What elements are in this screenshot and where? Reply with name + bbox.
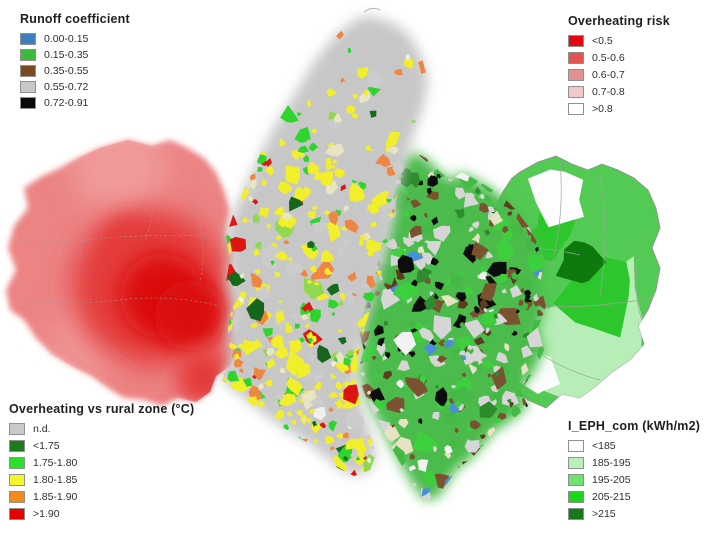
legend-item-label: <185: [592, 440, 616, 452]
map-edge-mark: [363, 7, 381, 13]
legend-eph-com: I_EPH_com (kWh/m2) <185 185-195 195-205 205…: [568, 419, 700, 525]
legend-swatch: [9, 457, 25, 469]
legend-swatch: [9, 423, 25, 435]
legend-item: 195-205: [568, 474, 700, 486]
legend-item-label: 0.15-0.35: [44, 49, 89, 61]
legend-item: 1.80-1.85: [9, 474, 194, 486]
legend-swatch: [9, 440, 25, 452]
legend-title-eph-com: I_EPH_com (kWh/m2): [568, 419, 701, 433]
legend-item-label: 0.00-0.15: [44, 33, 89, 45]
legend-item-label: >1.90: [33, 508, 60, 520]
legend-item: >215: [568, 508, 700, 520]
legend-title-overheating-risk: Overheating risk: [568, 14, 670, 28]
legend-item-label: 205-215: [592, 491, 631, 503]
legend-item-label: 0.5-0.6: [592, 52, 625, 64]
legend-item-label: 0.7-0.8: [592, 86, 625, 98]
legend-item-label: 0.6-0.7: [592, 69, 625, 81]
legend-swatch: [568, 69, 584, 81]
legend-item-label: <1.75: [33, 440, 60, 452]
legend-item: n.d.: [9, 423, 194, 435]
legend-swatch: [20, 81, 36, 93]
legend-title-runoff: Runoff coefficient: [20, 12, 130, 26]
overheating-risk-zone: [6, 140, 240, 406]
legend-item-label: 0.35-0.55: [44, 65, 89, 77]
legend-overheating-risk: Overheating risk <0.5 0.5-0.6 0.6-0.7 0.7-0…: [568, 14, 670, 120]
legend-swatch: [9, 491, 25, 503]
legend-swatch: [20, 33, 36, 45]
legend-item-label: <0.5: [592, 35, 613, 47]
legend-item: 0.15-0.35: [20, 49, 130, 61]
legend-swatch: [568, 508, 584, 520]
legend-item: >0.8: [568, 103, 670, 115]
legend-item-label: 0.72-0.91: [44, 97, 89, 109]
legend-swatch: [568, 440, 584, 452]
legend-swatch: [568, 35, 584, 47]
legend-item: >1.90: [9, 508, 194, 520]
legend-item-label: 1.75-1.80: [33, 457, 78, 469]
legend-title-overheating-vs-rural: Overheating vs rural zone (°C): [9, 402, 195, 416]
legend-swatch: [9, 474, 25, 486]
legend-swatch: [568, 457, 584, 469]
legend-item-label: 1.80-1.85: [33, 474, 78, 486]
legend-items-eph-com: <185 185-195 195-205 205-215 >215: [568, 440, 700, 520]
legend-item: <0.5: [568, 35, 670, 47]
legend-swatch: [20, 97, 36, 109]
legend-item: 0.6-0.7: [568, 69, 670, 81]
legend-item: 0.00-0.15: [20, 33, 130, 45]
legend-swatch: [20, 65, 36, 77]
legend-swatch: [568, 86, 584, 98]
legend-item: 0.5-0.6: [568, 52, 670, 64]
legend-swatch: [568, 52, 584, 64]
legend-item: <1.75: [9, 440, 194, 452]
legend-runoff-coefficient: Runoff coefficient 0.00-0.15 0.15-0.35 0.3…: [20, 12, 130, 113]
legend-item-label: 195-205: [592, 474, 631, 486]
legend-item: 0.72-0.91: [20, 97, 130, 109]
legend-item: 185-195: [568, 457, 700, 469]
legend-item: 0.7-0.8: [568, 86, 670, 98]
legend-item-label: >0.8: [592, 103, 613, 115]
legend-swatch: [20, 49, 36, 61]
legend-swatch: [568, 491, 584, 503]
legend-items-overheating-vs-rural: n.d. <1.75 1.75-1.80 1.80-1.85 1.85-1.90 >1.9…: [9, 423, 194, 520]
legend-item: 205-215: [568, 491, 700, 503]
legend-item-label: >215: [592, 508, 616, 520]
legend-item-label: 185-195: [592, 457, 631, 469]
legend-item: 1.75-1.80: [9, 457, 194, 469]
legend-swatch: [9, 508, 25, 520]
legend-overheating-vs-rural: Overheating vs rural zone (°C) n.d. <1.75…: [9, 402, 194, 525]
legend-item-label: 1.85-1.90: [33, 491, 78, 503]
legend-item: 0.55-0.72: [20, 81, 130, 93]
legend-items-overheating-risk: <0.5 0.5-0.6 0.6-0.7 0.7-0.8 >0.8: [568, 35, 670, 115]
legend-item: <185: [568, 440, 700, 452]
legend-item-label: n.d.: [33, 423, 51, 435]
legend-swatch: [568, 474, 584, 486]
legend-item-label: 0.55-0.72: [44, 81, 89, 93]
legend-items-runoff: 0.00-0.15 0.15-0.35 0.35-0.55 0.55-0.72 0.72…: [20, 33, 130, 109]
legend-swatch: [568, 103, 584, 115]
legend-item: 1.85-1.90: [9, 491, 194, 503]
legend-item: 0.35-0.55: [20, 65, 130, 77]
